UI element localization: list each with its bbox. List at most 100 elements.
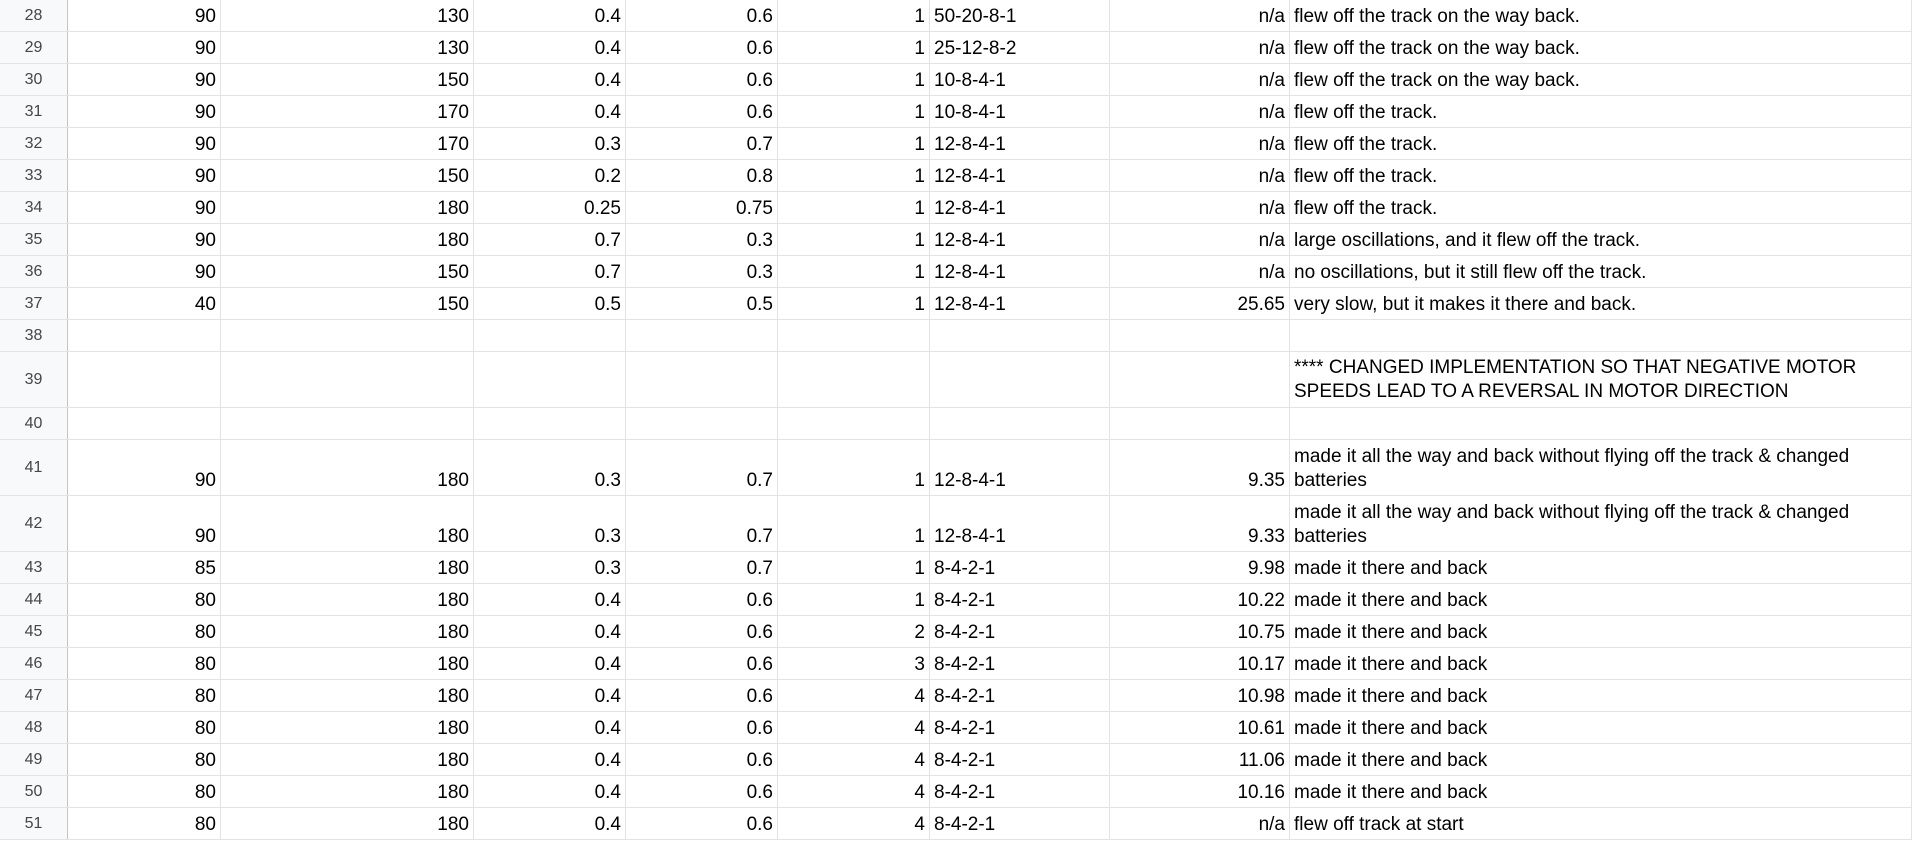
cell-col-c[interactable]: 0.2 xyxy=(474,160,626,191)
cell-col-c[interactable]: 0.3 xyxy=(474,496,626,551)
cell-col-e[interactable]: 1 xyxy=(778,440,930,495)
cell-col-b[interactable]: 130 xyxy=(221,0,474,31)
cell-col-a[interactable]: 90 xyxy=(68,440,221,495)
cell-col-h[interactable]: made it there and back xyxy=(1290,552,1912,583)
cell-col-c[interactable]: 0.4 xyxy=(474,744,626,775)
cell-col-b[interactable]: 180 xyxy=(221,648,474,679)
cell-col-f[interactable]: 8-4-2-1 xyxy=(930,744,1110,775)
cell-col-f[interactable]: 8-4-2-1 xyxy=(930,808,1110,839)
cell-col-a[interactable]: 90 xyxy=(68,96,221,127)
cell-col-h[interactable]: made it there and back xyxy=(1290,584,1912,615)
cell-col-d[interactable]: 0.6 xyxy=(626,584,778,615)
cell-col-h[interactable]: flew off the track on the way back. xyxy=(1290,64,1912,95)
cell-col-f[interactable]: 8-4-2-1 xyxy=(930,584,1110,615)
cell-col-b[interactable]: 170 xyxy=(221,96,474,127)
cell-col-h[interactable]: flew off the track on the way back. xyxy=(1290,32,1912,63)
cell-col-b[interactable]: 180 xyxy=(221,496,474,551)
row-header[interactable]: 40 xyxy=(0,408,68,439)
cell-col-a[interactable]: 80 xyxy=(68,808,221,839)
cell-col-f[interactable]: 12-8-4-1 xyxy=(930,256,1110,287)
cell-col-g[interactable]: 10.16 xyxy=(1110,776,1290,807)
cell-col-g[interactable]: 9.98 xyxy=(1110,552,1290,583)
cell-col-h[interactable]: made it there and back xyxy=(1290,680,1912,711)
cell-col-e[interactable]: 1 xyxy=(778,32,930,63)
cell-col-d[interactable]: 0.6 xyxy=(626,712,778,743)
cell-col-c[interactable]: 0.25 xyxy=(474,192,626,223)
cell-col-b[interactable] xyxy=(221,320,474,351)
cell-col-b[interactable]: 180 xyxy=(221,616,474,647)
cell-col-h[interactable] xyxy=(1290,408,1912,439)
cell-col-g[interactable]: n/a xyxy=(1110,0,1290,31)
cell-col-g[interactable]: n/a xyxy=(1110,64,1290,95)
cell-col-a[interactable]: 80 xyxy=(68,616,221,647)
cell-col-h[interactable]: made it there and back xyxy=(1290,648,1912,679)
cell-col-f[interactable]: 12-8-4-1 xyxy=(930,192,1110,223)
cell-col-e[interactable]: 4 xyxy=(778,776,930,807)
cell-col-b[interactable]: 150 xyxy=(221,160,474,191)
cell-col-e[interactable]: 1 xyxy=(778,584,930,615)
cell-col-f[interactable]: 10-8-4-1 xyxy=(930,64,1110,95)
cell-col-h[interactable]: flew off the track. xyxy=(1290,192,1912,223)
cell-col-g[interactable] xyxy=(1110,320,1290,351)
cell-col-c[interactable]: 0.4 xyxy=(474,776,626,807)
cell-col-c[interactable]: 0.4 xyxy=(474,584,626,615)
cell-col-e[interactable]: 1 xyxy=(778,160,930,191)
row-header[interactable]: 42 xyxy=(0,496,68,551)
row-header[interactable]: 28 xyxy=(0,0,68,31)
cell-col-c[interactable]: 0.3 xyxy=(474,552,626,583)
cell-col-d[interactable] xyxy=(626,352,778,407)
cell-col-a[interactable]: 90 xyxy=(68,224,221,255)
row-header[interactable]: 41 xyxy=(0,440,68,495)
cell-col-a[interactable]: 90 xyxy=(68,160,221,191)
cell-col-g[interactable]: 10.98 xyxy=(1110,680,1290,711)
row-header[interactable]: 39 xyxy=(0,352,68,407)
cell-col-f[interactable]: 8-4-2-1 xyxy=(930,552,1110,583)
cell-col-d[interactable]: 0.6 xyxy=(626,776,778,807)
cell-col-a[interactable]: 85 xyxy=(68,552,221,583)
cell-col-h[interactable] xyxy=(1290,320,1912,351)
cell-col-d[interactable]: 0.8 xyxy=(626,160,778,191)
cell-col-a[interactable]: 80 xyxy=(68,776,221,807)
cell-col-g[interactable]: 10.22 xyxy=(1110,584,1290,615)
cell-col-g[interactable]: n/a xyxy=(1110,192,1290,223)
cell-col-e[interactable] xyxy=(778,408,930,439)
cell-col-b[interactable] xyxy=(221,352,474,407)
cell-col-h[interactable]: flew off the track. xyxy=(1290,96,1912,127)
cell-col-d[interactable]: 0.7 xyxy=(626,128,778,159)
cell-col-c[interactable]: 0.4 xyxy=(474,64,626,95)
cell-col-f[interactable]: 25-12-8-2 xyxy=(930,32,1110,63)
cell-col-g[interactable]: 9.35 xyxy=(1110,440,1290,495)
cell-col-b[interactable]: 180 xyxy=(221,552,474,583)
cell-col-f[interactable]: 10-8-4-1 xyxy=(930,96,1110,127)
cell-col-b[interactable]: 180 xyxy=(221,440,474,495)
cell-col-c[interactable]: 0.7 xyxy=(474,256,626,287)
cell-col-g[interactable]: 25.65 xyxy=(1110,288,1290,319)
cell-col-h[interactable]: made it there and back xyxy=(1290,616,1912,647)
cell-col-e[interactable]: 1 xyxy=(778,552,930,583)
cell-col-e[interactable]: 4 xyxy=(778,744,930,775)
cell-col-d[interactable]: 0.6 xyxy=(626,96,778,127)
cell-col-d[interactable]: 0.3 xyxy=(626,224,778,255)
cell-col-c[interactable]: 0.3 xyxy=(474,440,626,495)
row-header[interactable]: 43 xyxy=(0,552,68,583)
cell-col-c[interactable]: 0.4 xyxy=(474,32,626,63)
row-header[interactable]: 48 xyxy=(0,712,68,743)
cell-col-e[interactable]: 2 xyxy=(778,616,930,647)
cell-col-f[interactable] xyxy=(930,320,1110,351)
cell-col-a[interactable]: 90 xyxy=(68,64,221,95)
cell-col-f[interactable] xyxy=(930,408,1110,439)
cell-col-b[interactable]: 180 xyxy=(221,680,474,711)
row-header[interactable]: 49 xyxy=(0,744,68,775)
cell-col-f[interactable]: 50-20-8-1 xyxy=(930,0,1110,31)
row-header[interactable]: 31 xyxy=(0,96,68,127)
cell-col-h[interactable]: **** CHANGED IMPLEMENTATION SO THAT NEGA… xyxy=(1290,352,1912,407)
cell-col-g[interactable]: n/a xyxy=(1110,128,1290,159)
cell-col-c[interactable] xyxy=(474,352,626,407)
cell-col-d[interactable]: 0.6 xyxy=(626,680,778,711)
cell-col-e[interactable]: 1 xyxy=(778,496,930,551)
cell-col-b[interactable]: 180 xyxy=(221,744,474,775)
cell-col-g[interactable]: n/a xyxy=(1110,160,1290,191)
cell-col-g[interactable]: 9.33 xyxy=(1110,496,1290,551)
cell-col-d[interactable]: 0.6 xyxy=(626,808,778,839)
row-header[interactable]: 44 xyxy=(0,584,68,615)
